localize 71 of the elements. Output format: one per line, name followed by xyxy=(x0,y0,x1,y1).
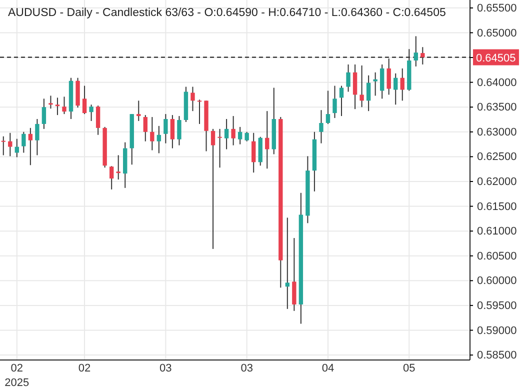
candlestick xyxy=(42,98,46,130)
candlestick xyxy=(373,72,378,96)
candlestick xyxy=(394,72,398,106)
candlestick xyxy=(210,128,216,250)
candlestick xyxy=(218,128,222,168)
candlestick xyxy=(285,217,290,310)
y-tick-label: 0.58500 xyxy=(477,350,517,362)
candlestick xyxy=(96,105,100,136)
candlestick xyxy=(332,85,337,119)
text: 2025 xyxy=(4,377,30,389)
candlestick xyxy=(35,118,40,156)
candlestick xyxy=(326,90,330,124)
y-tick-label: 0.65000 xyxy=(477,27,517,40)
y-tick-label: 0.60000 xyxy=(477,275,517,288)
candlestick xyxy=(55,97,60,116)
candlestick xyxy=(170,114,175,149)
y-tick-label: 0.59500 xyxy=(477,300,517,312)
candlestick xyxy=(156,125,162,154)
candlestick xyxy=(190,86,195,112)
ref-line-label: 0.64505 xyxy=(476,52,516,64)
x-tick-label: 05 xyxy=(403,362,416,374)
candlestick xyxy=(197,99,202,124)
y-tick-label: 0.62000 xyxy=(477,176,517,188)
y-tick-label: 0.65500 xyxy=(477,2,517,14)
candlestick xyxy=(116,154,120,180)
y-tick-label: 0.64000 xyxy=(477,76,517,89)
x-tick-label: 02 xyxy=(10,362,24,374)
candlestick xyxy=(238,126,242,145)
candlestick xyxy=(82,85,87,115)
y-tick-label: 0.63000 xyxy=(477,126,517,138)
y-tick-label: 0.59000 xyxy=(477,324,517,337)
candlestick xyxy=(386,58,391,96)
candlestick xyxy=(89,104,94,122)
candlestick xyxy=(414,36,418,67)
candlestick xyxy=(265,110,270,170)
candlestick xyxy=(319,110,324,144)
y-tick-label: 0.60500 xyxy=(477,250,517,262)
y-tick-label: 0.62500 xyxy=(477,151,517,164)
candlestick xyxy=(231,116,236,146)
candlestick xyxy=(352,64,358,110)
candlestick xyxy=(164,114,168,144)
candlestick xyxy=(1,136,6,156)
candlestick xyxy=(292,238,296,312)
x-tick-label: 03 xyxy=(160,362,172,374)
candlestick xyxy=(360,64,364,108)
candlestick xyxy=(346,64,350,92)
candlestick xyxy=(28,127,33,166)
candlestick xyxy=(380,64,384,100)
candlestick xyxy=(8,132,12,157)
x-tick-label: 03 xyxy=(240,362,253,374)
candlestick xyxy=(22,131,26,154)
candlestick xyxy=(400,68,404,102)
y-tick-label: 0.61000 xyxy=(477,226,517,238)
x-tick-label: 02 xyxy=(78,362,91,374)
y-tick-label: 0.63500 xyxy=(477,102,517,114)
candlestick xyxy=(136,100,141,122)
candlestick xyxy=(177,116,182,146)
candlestick xyxy=(143,114,148,142)
candlestick xyxy=(420,46,425,65)
candlestick xyxy=(150,116,154,151)
candlestick xyxy=(109,166,114,190)
candlestick xyxy=(62,96,66,115)
candlestick xyxy=(48,95,53,110)
text: AUDUSD - Daily - Candlestick 63/63 - O:0.64590 - H:0.64710 - L:0.64360 - C:0.64505 xyxy=(8,7,446,19)
y-tick-label: 0.61500 xyxy=(477,200,517,213)
candlestick xyxy=(366,74,371,112)
x-tick-label: 04 xyxy=(322,362,334,374)
candlestick xyxy=(252,132,256,174)
candlestick xyxy=(224,118,229,150)
candlestick xyxy=(339,85,344,117)
candlestick xyxy=(244,131,249,142)
